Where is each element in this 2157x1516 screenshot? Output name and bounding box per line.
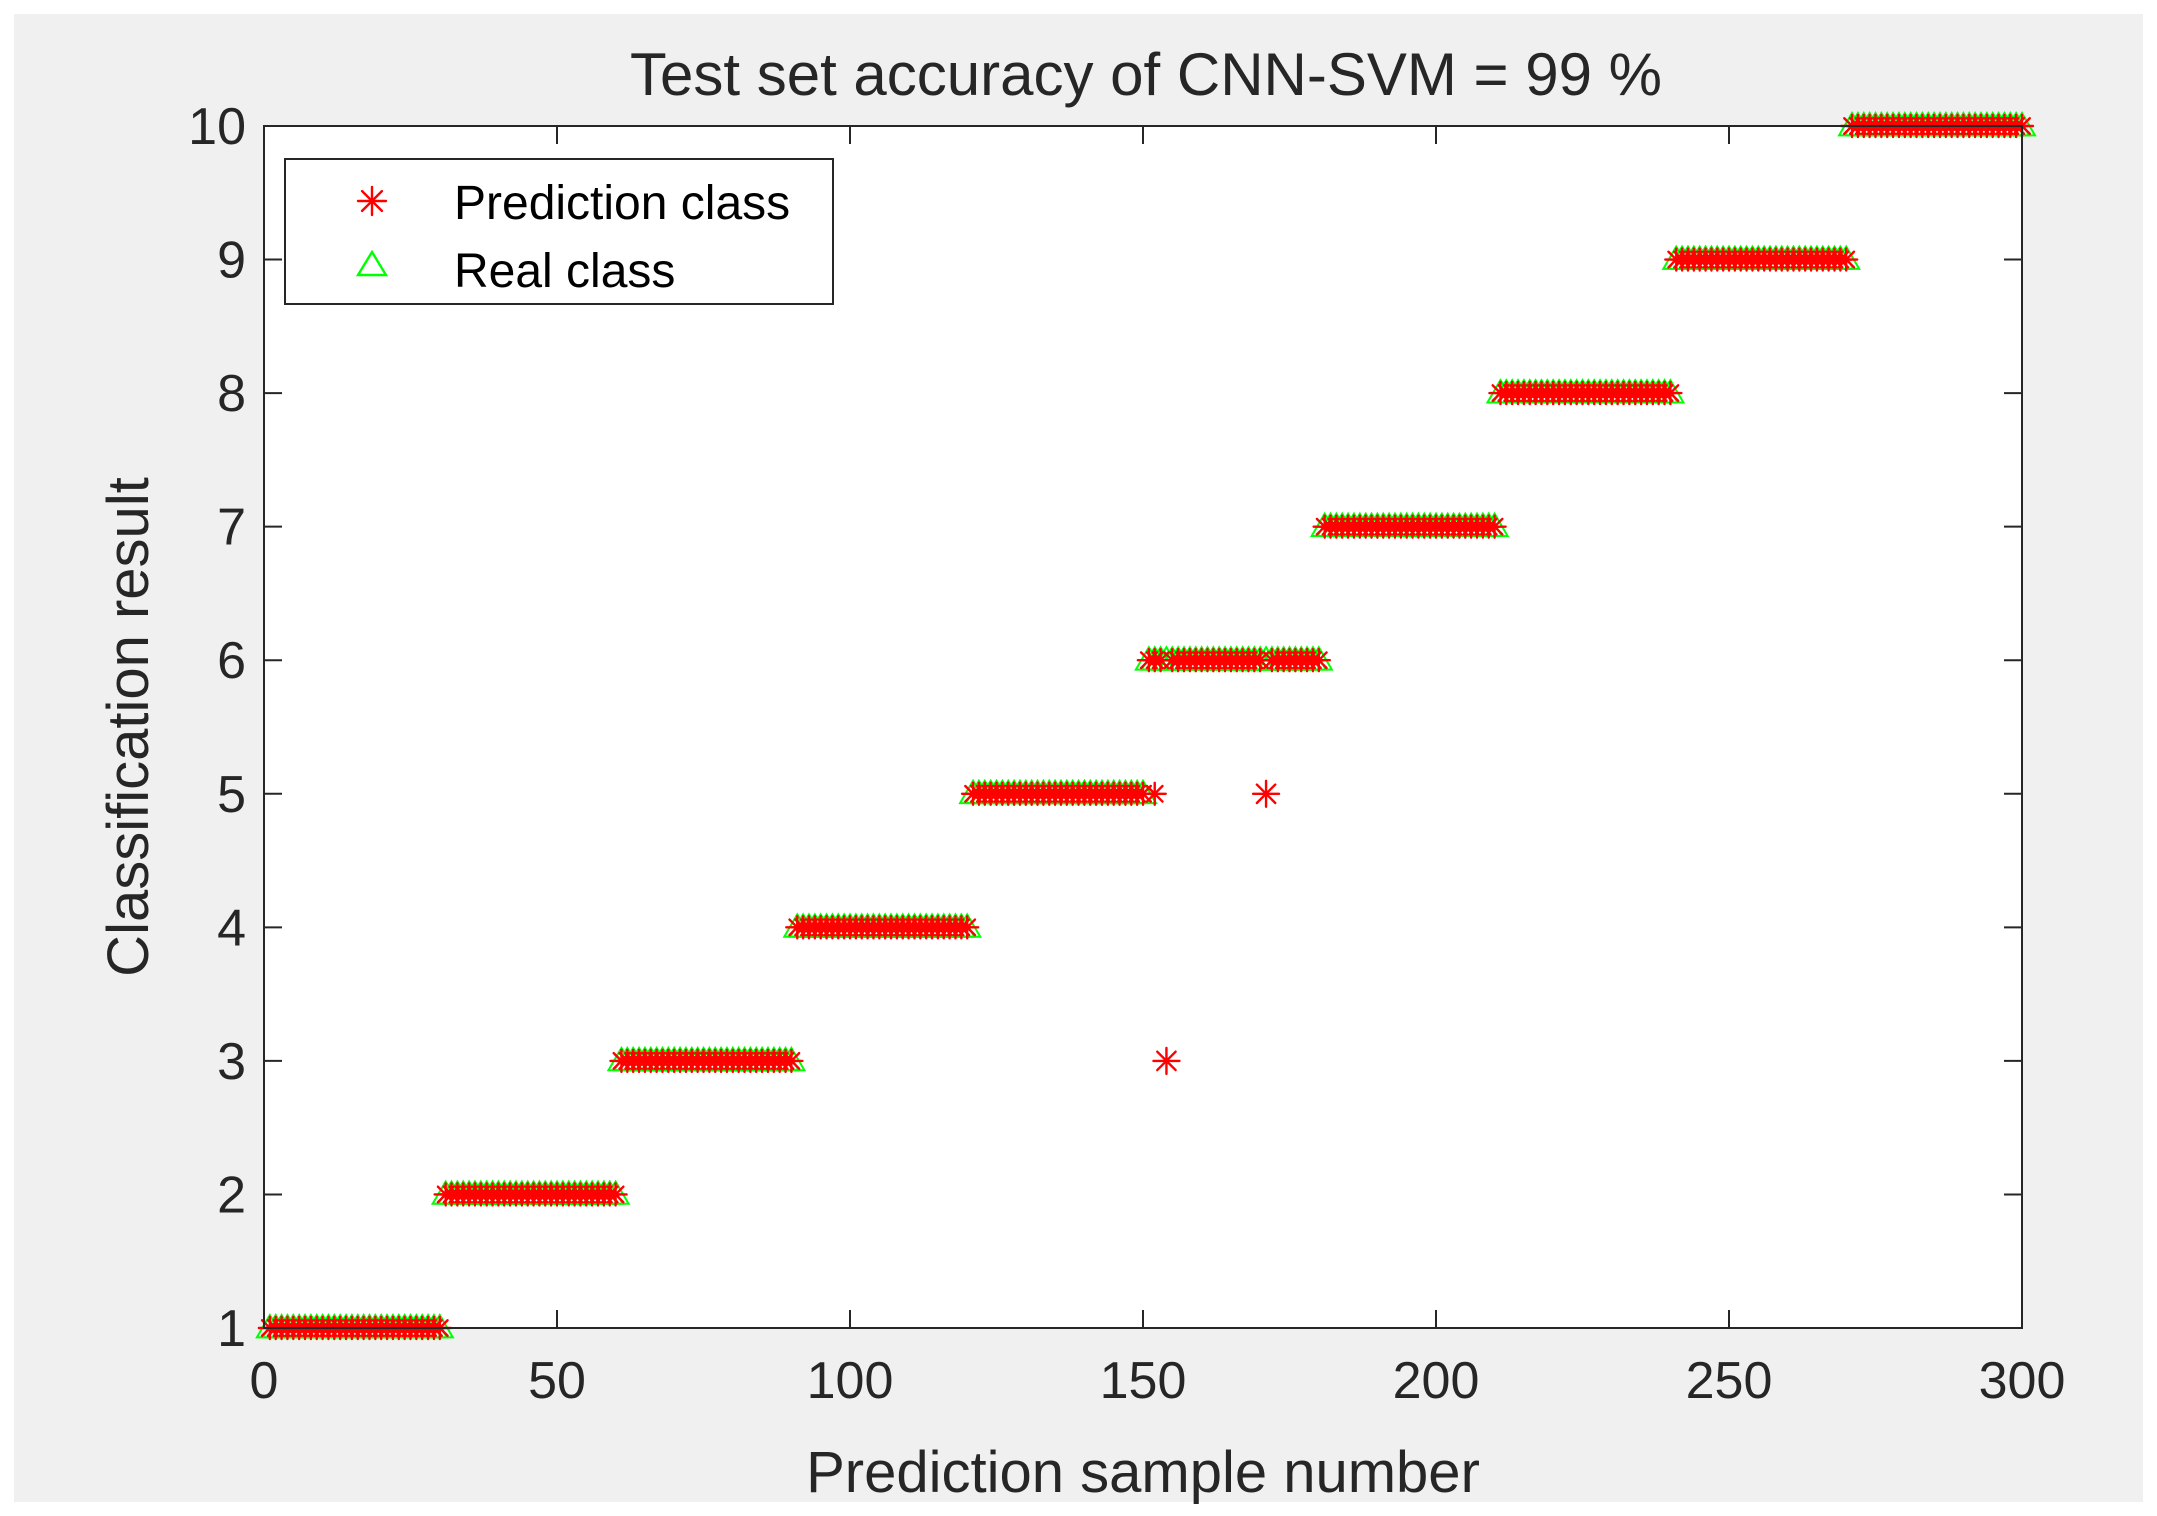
x-tick-label: 100 [807,1352,894,1410]
y-tick-label: 2 [217,1166,246,1224]
prediction-class-series [257,113,2035,1341]
x-tick-label: 250 [1686,1352,1773,1410]
x-tick-label: 300 [1979,1352,2066,1410]
y-tick-label: 1 [217,1300,246,1358]
x-tick-label: 200 [1393,1352,1480,1410]
legend-label-prediction: Prediction class [454,177,790,230]
legend-label-real: Real class [454,245,675,298]
legend-box [284,158,834,305]
y-axis-ticks: 1 2 3 4 5 6 7 8 9 10 [188,98,2022,1358]
prediction-point [603,1182,628,1207]
prediction-point [779,1048,804,1074]
prediction-point [955,915,980,940]
legend: Prediction class Real class [284,158,834,305]
legend-item-real: Real class [355,245,675,298]
legend-marker-prediction [356,185,388,217]
misclassified-prediction-point [1251,779,1281,808]
plot-frame [263,125,2023,1329]
x-axis-label: Prediction sample number [806,1440,1480,1505]
prediction-point [1658,380,1683,406]
y-tick-label: 10 [188,98,246,156]
legend-triangle-marker [355,249,389,277]
chart-title: Test set accuracy of CNN-SVM = 99 % [630,41,1662,108]
prediction-point [1306,648,1332,673]
misclassified-prediction-point [1152,1046,1181,1076]
y-tick-label: 6 [217,632,246,690]
y-tick-label: 7 [217,499,246,557]
x-tick-label: 50 [528,1352,586,1410]
x-tick-label: 150 [1100,1352,1187,1410]
y-axis-label: Classification result [96,477,161,977]
y-tick-label: 9 [217,232,246,290]
prediction-point [1142,781,1167,806]
x-axis-ticks: 0 50 100 150 200 250 300 [250,126,2066,1410]
x-tick-label: 0 [250,1352,279,1410]
prediction-point [1833,247,1859,272]
legend-asterisk-marker [356,185,388,217]
y-tick-label: 4 [217,899,246,957]
prediction-point [1482,514,1507,539]
y-tick-label: 5 [217,766,246,824]
y-tick-label: 3 [217,1033,246,1091]
legend-item-prediction: Prediction class [356,177,790,230]
legend-marker-real [355,249,389,277]
plot-area [264,126,2022,1328]
y-tick-label: 8 [217,365,246,423]
